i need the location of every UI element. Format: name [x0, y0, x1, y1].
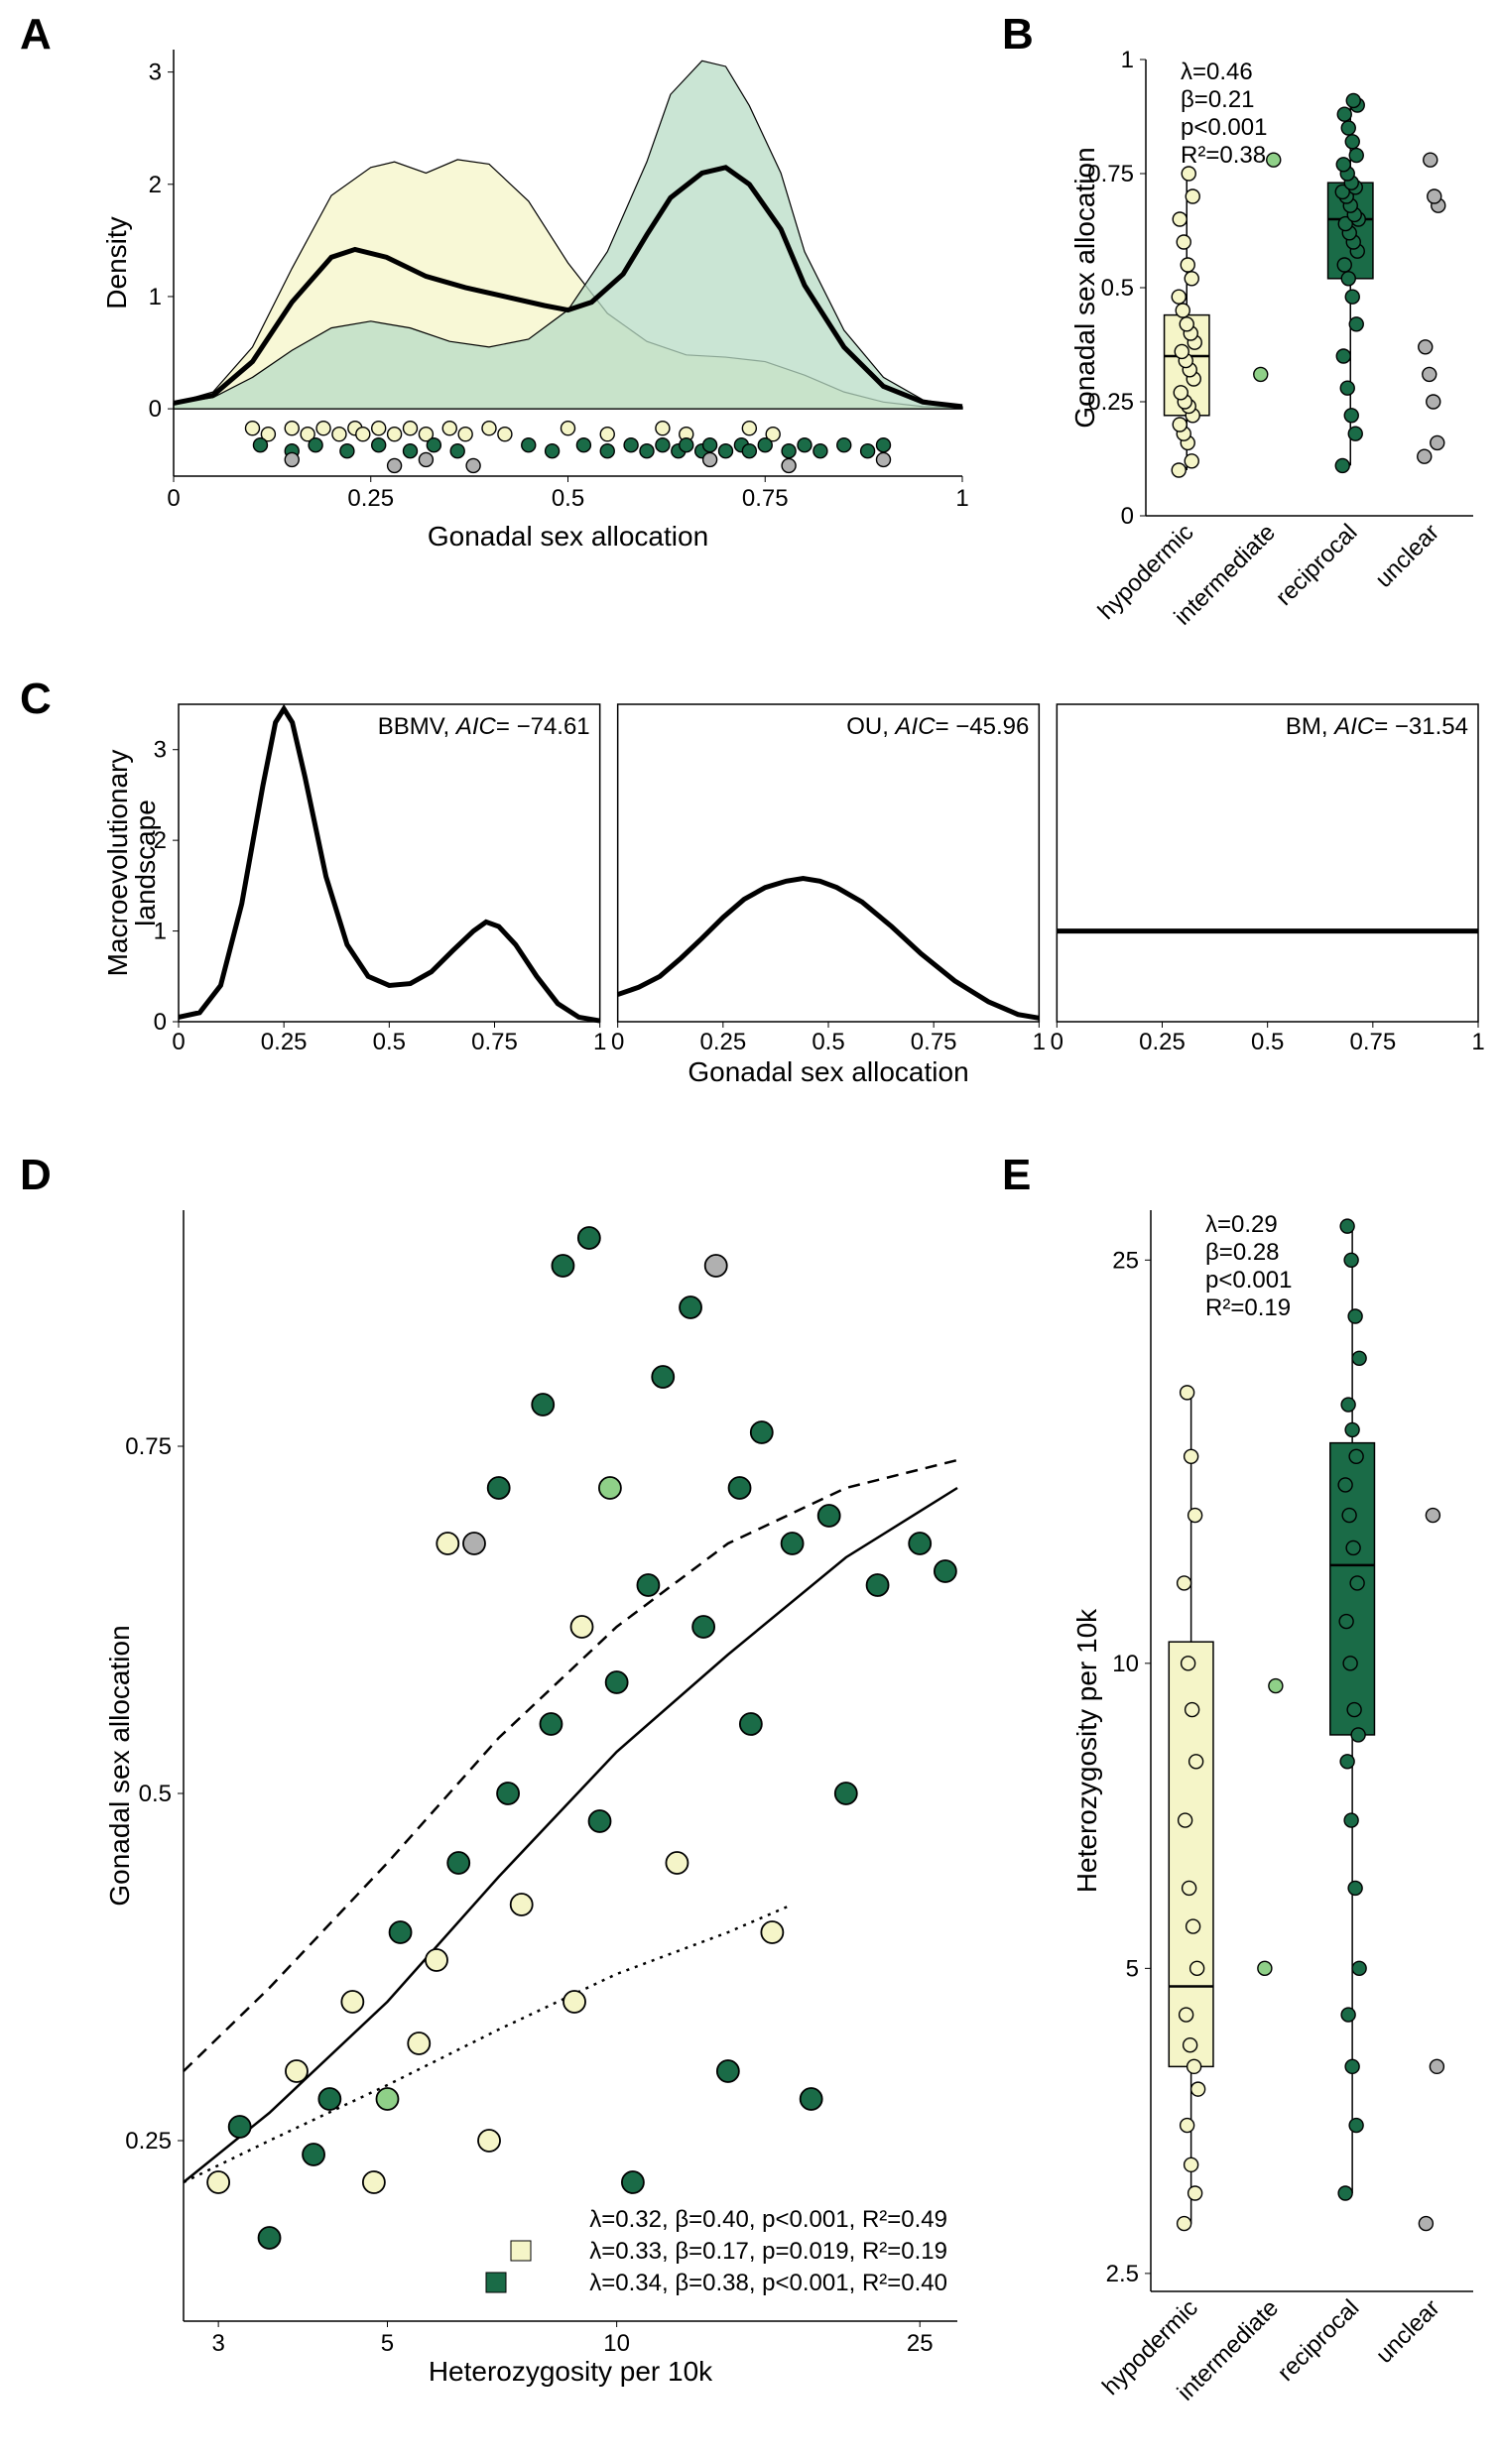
svg-text:0.75: 0.75	[1349, 1029, 1396, 1055]
svg-text:p<0.001: p<0.001	[1181, 114, 1267, 141]
svg-text:λ=0.32, β=0.40, p<0.001, R²=0.: λ=0.32, β=0.40, p<0.001, R²=0.49	[589, 2206, 947, 2233]
svg-text:λ=0.34, β=0.38, p<0.001, R²=0.: λ=0.34, β=0.38, p<0.001, R²=0.40	[589, 2270, 947, 2296]
svg-text:0.75: 0.75	[125, 1433, 172, 1460]
svg-text:Gonadal sex allocation: Gonadal sex allocation	[688, 1056, 968, 1087]
svg-text:10: 10	[603, 2330, 630, 2357]
svg-text:0.5: 0.5	[1251, 1029, 1284, 1055]
svg-text:0.25: 0.25	[125, 2128, 172, 2155]
svg-text:λ=0.29: λ=0.29	[1205, 1211, 1278, 1238]
svg-text:R²=0.19: R²=0.19	[1205, 1294, 1291, 1321]
svg-text:0.5: 0.5	[812, 1029, 844, 1055]
svg-text:1: 1	[1471, 1029, 1484, 1055]
svg-text:2.5: 2.5	[1106, 2261, 1139, 2287]
svg-text:0.5: 0.5	[1101, 275, 1134, 302]
svg-text:Gonadal sex allocation: Gonadal sex allocation	[104, 1625, 135, 1906]
svg-text:reciprocal: reciprocal	[1273, 2294, 1365, 2387]
svg-text:β=0.21: β=0.21	[1181, 86, 1255, 113]
svg-text:1: 1	[1033, 1029, 1046, 1055]
panel-a-label: A	[20, 10, 52, 60]
svg-text:1: 1	[149, 284, 162, 310]
svg-text:25: 25	[907, 2330, 934, 2357]
svg-text:0.5: 0.5	[139, 1781, 172, 1807]
panel-b-label: B	[1002, 10, 1034, 60]
svg-text:0.25: 0.25	[1139, 1029, 1186, 1055]
svg-text:2: 2	[149, 172, 162, 198]
svg-text:3: 3	[211, 2330, 224, 2357]
svg-text:0: 0	[1051, 1029, 1063, 1055]
svg-text:BBMV, AIC= −74.61: BBMV, AIC= −74.61	[378, 713, 590, 740]
svg-text:0: 0	[611, 1029, 624, 1055]
svg-text:landscape: landscape	[130, 800, 161, 926]
svg-text:0.75: 0.75	[911, 1029, 957, 1055]
svg-text:λ=0.33, β=0.17, p=0.019, R²=0.: λ=0.33, β=0.17, p=0.019, R²=0.19	[589, 2238, 947, 2265]
panel-c-chart: BBMV, AIC= −74.61 0 0.25 0.5 0.75 1 OU, AIC= −…	[109, 694, 1488, 1111]
svg-text:0: 0	[1121, 503, 1134, 530]
svg-text:5: 5	[381, 2330, 394, 2357]
svg-text:Gonadal sex allocation: Gonadal sex allocation	[1069, 147, 1100, 428]
svg-text:3: 3	[149, 60, 162, 86]
svg-text:0: 0	[172, 1029, 185, 1055]
panel-e-label: E	[1002, 1151, 1031, 1200]
svg-text:0.25: 0.25	[347, 485, 394, 512]
svg-text:Heterozygosity per 10k: Heterozygosity per 10k	[429, 2356, 713, 2387]
svg-text:3: 3	[154, 737, 167, 764]
svg-text:λ=0.46: λ=0.46	[1181, 59, 1253, 85]
svg-text:Heterozygosity per 10k: Heterozygosity per 10k	[1071, 1608, 1102, 1893]
svg-text:0.5: 0.5	[373, 1029, 406, 1055]
svg-text:BM, AIC= −31.54: BM, AIC= −31.54	[1286, 713, 1468, 740]
svg-text:β=0.28: β=0.28	[1205, 1239, 1280, 1266]
svg-text:0.75: 0.75	[742, 485, 789, 512]
panel-a-chart: 00.250.50.7510123Gonadal sex allocationD…	[109, 40, 972, 605]
svg-text:p<0.001: p<0.001	[1205, 1267, 1292, 1294]
svg-text:0.25: 0.25	[261, 1029, 308, 1055]
panel-c-label: C	[20, 675, 52, 724]
svg-text:1: 1	[1121, 47, 1134, 73]
panel-e-chart: 2.551025hypodermicintermediatereciprocal…	[1076, 1180, 1483, 2430]
svg-text:0: 0	[154, 1009, 167, 1036]
svg-text:0.25: 0.25	[699, 1029, 746, 1055]
svg-text:unclear: unclear	[1371, 2294, 1445, 2369]
svg-text:reciprocal: reciprocal	[1271, 519, 1363, 611]
svg-text:0: 0	[149, 396, 162, 423]
svg-text:Macroevolutionary: Macroevolutionary	[102, 750, 133, 977]
svg-text:R²=0.38: R²=0.38	[1181, 142, 1266, 169]
figure-container: A 00.250.50.7510123Gonadal sex allocatio…	[0, 0, 1500, 2464]
svg-text:Density: Density	[101, 216, 132, 308]
svg-text:10: 10	[1112, 1651, 1139, 1677]
svg-text:0: 0	[167, 485, 180, 512]
svg-text:0.75: 0.75	[471, 1029, 518, 1055]
svg-text:25: 25	[1112, 1247, 1139, 1274]
panel-b-chart: 00.250.50.751hypodermicintermediaterecip…	[1076, 40, 1483, 655]
svg-text:OU, AIC= −45.96: OU, AIC= −45.96	[846, 713, 1029, 740]
svg-text:1: 1	[955, 485, 968, 512]
svg-text:0.5: 0.5	[552, 485, 584, 512]
panel-d-chart: 3510250.250.50.75Heterozygosity per 10kG…	[109, 1180, 972, 2410]
panel-d-label: D	[20, 1151, 52, 1200]
svg-text:1: 1	[593, 1029, 606, 1055]
svg-text:unclear: unclear	[1370, 519, 1444, 593]
svg-text:5: 5	[1126, 1955, 1139, 1982]
svg-text:Gonadal sex allocation: Gonadal sex allocation	[428, 521, 708, 552]
